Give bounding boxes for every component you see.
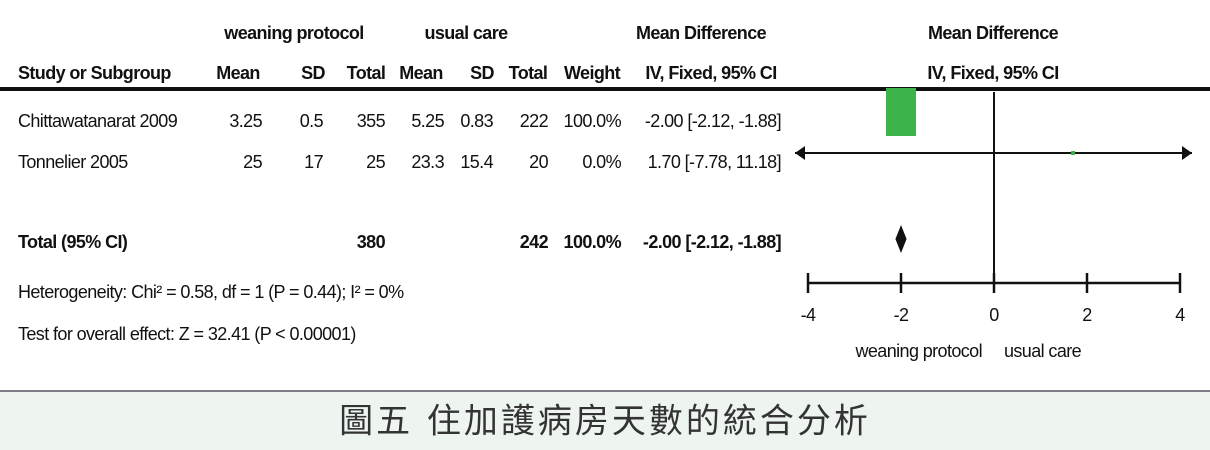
x-tick-label: 2 xyxy=(1082,305,1092,325)
table-cell: 20 xyxy=(529,152,548,172)
table-cell: -2.00 [-2.12, -1.88] xyxy=(643,232,781,252)
table-cell: 25 xyxy=(366,152,385,172)
column-header: SD xyxy=(470,63,494,83)
x-tick-label: 4 xyxy=(1175,305,1185,325)
table-cell: 242 xyxy=(520,232,549,252)
table-cell: 5.25 xyxy=(411,111,444,131)
table-cell: 15.4 xyxy=(460,152,493,172)
column-header: Total xyxy=(347,63,386,83)
summary-diamond xyxy=(895,225,907,253)
table-cell: 100.0% xyxy=(564,232,622,252)
ci-arrow xyxy=(795,146,805,160)
table-cell: 17 xyxy=(304,152,323,172)
column-header: Mean xyxy=(216,63,260,83)
table-cell: Tonnelier 2005 xyxy=(18,152,128,172)
table-cell: 380 xyxy=(357,232,386,252)
caption: 圖五 住加護病房天數的統合分析 xyxy=(339,402,871,442)
column-header: Study or Subgroup xyxy=(18,63,171,83)
column-header: Weight xyxy=(564,63,621,83)
x-tick-label: -2 xyxy=(894,305,909,325)
table-cell: 0.5 xyxy=(300,111,324,131)
group-header: weaning protocol xyxy=(223,23,363,43)
column-header: Mean xyxy=(399,63,443,83)
table-cell: 222 xyxy=(520,111,549,131)
table-cell: 0.0% xyxy=(582,152,621,172)
column-header: IV, Fixed, 95% CI xyxy=(645,63,776,83)
table-cell: Chittawatanarat 2009 xyxy=(18,111,178,131)
table-cell: 25 xyxy=(243,152,262,172)
table-cell: Total (95% CI) xyxy=(18,232,128,252)
table-cell: 23.3 xyxy=(411,152,444,172)
heterogeneity: Heterogeneity: Chi² = 0.58, df = 1 (P = … xyxy=(18,282,404,302)
group-header: Mean Difference xyxy=(636,23,767,43)
group-header: usual care xyxy=(424,23,508,43)
caption-band xyxy=(0,391,1210,450)
favours-left: weaning protocol xyxy=(855,341,983,361)
overall-effect: Test for overall effect: Z = 32.41 (P < … xyxy=(18,324,356,344)
group-header: Mean Difference xyxy=(928,23,1059,43)
x-tick-label: 0 xyxy=(989,305,999,325)
table-cell: 3.25 xyxy=(229,111,262,131)
column-header: Total xyxy=(509,63,548,83)
ci-arrow xyxy=(1182,146,1192,160)
weight-square xyxy=(886,88,916,136)
column-header: IV, Fixed, 95% CI xyxy=(927,63,1058,83)
x-tick-label: -4 xyxy=(801,305,816,325)
column-header: SD xyxy=(301,63,325,83)
table-cell: 0.83 xyxy=(460,111,493,131)
table-cell: -2.00 [-2.12, -1.88] xyxy=(645,111,781,131)
weight-square xyxy=(1071,151,1076,155)
table-cell: 100.0% xyxy=(564,111,622,131)
table-cell: 355 xyxy=(357,111,386,131)
table-cell: 1.70 [-7.78, 11.18] xyxy=(648,152,781,172)
favours-right: usual care xyxy=(1004,341,1082,361)
